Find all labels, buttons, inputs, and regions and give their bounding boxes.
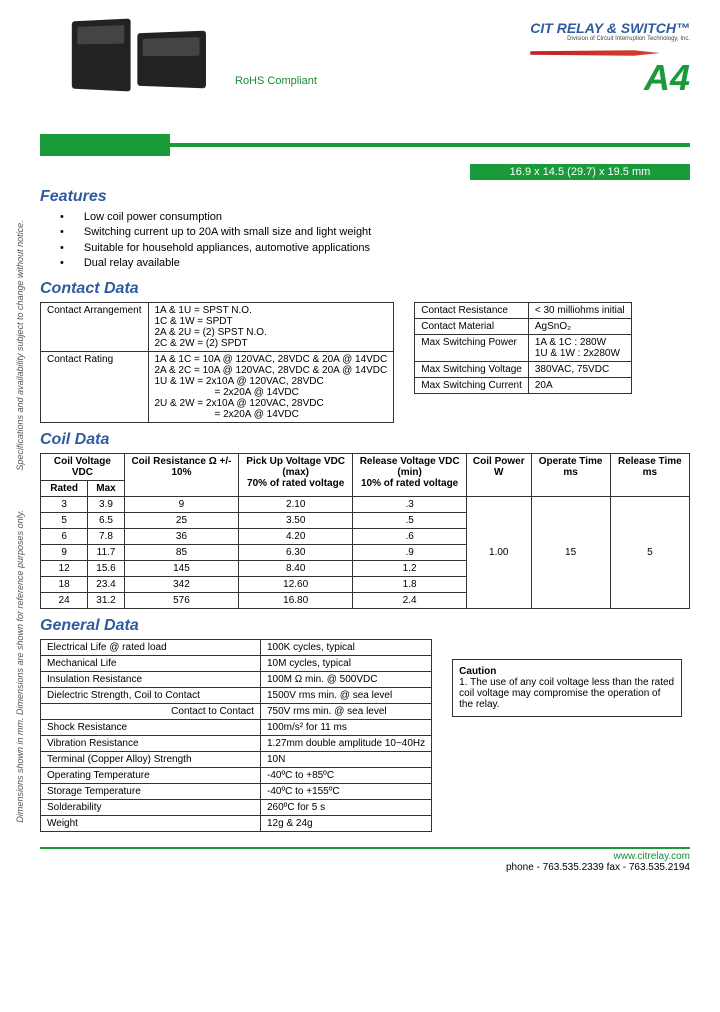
coil-data-title: Coil Data [40, 431, 690, 449]
green-bar [40, 134, 690, 156]
brand-sub: Division of Circuit Interruption Technol… [530, 36, 690, 42]
caution-box: Caution 1. The use of any coil voltage l… [452, 659, 682, 717]
contact-data-title: Contact Data [40, 280, 690, 298]
side-notes: Dimensions shown in mm. Dimensions are s… [10, 200, 30, 823]
footer-contact: phone - 763.535.2339 fax - 763.535.2194 [40, 862, 690, 873]
rohs-label: RoHS Compliant [235, 75, 317, 87]
contact-table-right: Contact Resistance< 30 milliohms initial… [414, 302, 631, 394]
coil-row: 33.992.10.31.00155 [41, 496, 690, 512]
feature-item: Switching current up to 20A with small s… [60, 225, 690, 240]
footer-url: www.citrelay.com [40, 851, 690, 862]
feature-item: Suitable for household appliances, autom… [60, 241, 690, 256]
general-table: Electrical Life @ rated load100K cycles,… [40, 639, 432, 832]
feature-item: Dual relay available [60, 256, 690, 271]
general-data-title: General Data [40, 617, 690, 635]
contact-arrangement-label: Contact Arrangement [41, 302, 149, 351]
coil-table: Coil Voltage VDC Coil Resistance Ω +/- 1… [40, 453, 690, 609]
side-note-1: Dimensions shown in mm. Dimensions are s… [15, 510, 25, 822]
general-row: Contact to Contact750V rms min. @ sea le… [41, 703, 432, 719]
contact-rating-label: Contact Rating [41, 351, 149, 422]
general-row: Solderability260ºC for 5 s [41, 799, 432, 815]
general-row: Operating Temperature-40ºC to +85ºC [41, 767, 432, 783]
product-images [70, 20, 205, 90]
features-title: Features [40, 188, 690, 206]
caution-text: 1. The use of any coil voltage less than… [459, 677, 675, 710]
general-row: Vibration Resistance1.27mm double amplit… [41, 735, 432, 751]
relay-image-1 [72, 18, 131, 91]
side-note-2: Specifications and availability subject … [15, 220, 25, 470]
contact-arrangement-value: 1A & 1U = SPST N.O. 1C & 1W = SPDT 2A & … [148, 302, 394, 351]
general-row: Weight12g & 24g [41, 815, 432, 831]
dimensions-box: 16.9 x 14.5 (29.7) x 19.5 mm [470, 164, 690, 180]
features-section: Features Low coil power consumption Swit… [40, 188, 690, 272]
brand-area: CIT RELAY & SWITCH™ Division of Circuit … [530, 20, 690, 99]
general-row: Insulation Resistance100M Ω min. @ 500VD… [41, 671, 432, 687]
contact-rating-value: 1A & 1C = 10A @ 120VAC, 28VDC & 20A @ 14… [148, 351, 394, 422]
relay-image-2 [137, 31, 206, 89]
contact-table-left: Contact Arrangement 1A & 1U = SPST N.O. … [40, 302, 394, 423]
general-row: Terminal (Copper Alloy) Strength10N [41, 751, 432, 767]
model-code: A4 [530, 57, 690, 99]
general-row: Mechanical Life10M cycles, typical [41, 655, 432, 671]
header: RoHS Compliant CIT RELAY & SWITCH™ Divis… [40, 20, 690, 130]
general-row: Electrical Life @ rated load100K cycles,… [41, 639, 432, 655]
general-row: Storage Temperature-40ºC to +155ºC [41, 783, 432, 799]
general-row: Shock Resistance100m/s² for 11 ms [41, 719, 432, 735]
footer: www.citrelay.com phone - 763.535.2339 fa… [40, 847, 690, 873]
brand-logo: CIT RELAY & SWITCH™ [530, 20, 690, 36]
feature-item: Low coil power consumption [60, 210, 690, 225]
general-row: Dielectric Strength, Coil to Contact1500… [41, 687, 432, 703]
caution-title: Caution [459, 666, 675, 677]
